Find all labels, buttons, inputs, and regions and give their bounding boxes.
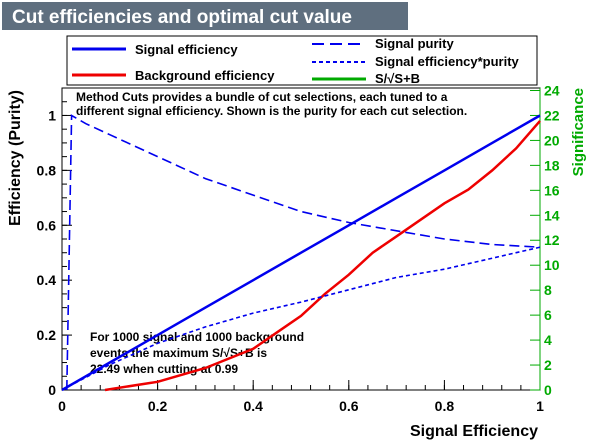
title-box: [2, 2, 408, 30]
chart-title: Cut efficiencies and optimal cut value: [12, 7, 352, 28]
y2-tick-label: 4: [544, 332, 552, 348]
y2-tick-label: 8: [544, 282, 552, 298]
x-tick-label: 0.4: [243, 398, 263, 414]
legend-label-signal-purity: Signal purity: [375, 36, 455, 51]
y2-tick-label: 12: [544, 232, 560, 248]
chart-marks: 0 0.2 0.4 0.6 0.8 100.20.40.60.81024681012141…: [37, 82, 560, 414]
x-tick-label: 0.2: [148, 398, 168, 414]
y2-tick-label: 10: [544, 257, 560, 273]
series-line-signal-efficiency: [61, 114, 541, 392]
y2-axis-label: Significance: [570, 88, 587, 176]
legend-box: [66, 35, 538, 86]
y2-tick-label: 0: [544, 382, 552, 398]
x-axis-label: Signal Efficiency: [410, 423, 538, 440]
x-tick-label: 0.6: [339, 398, 359, 414]
annotation-line-2: different signal efficiency. Shown is th…: [76, 104, 467, 118]
y2-tick-label: 14: [544, 207, 560, 223]
y2-tick-label: 18: [544, 157, 560, 173]
x-tick-label: 0.8: [435, 398, 455, 414]
plot-frame: [61, 87, 541, 391]
legend-label-signal-efficiency: Signal efficiency: [135, 42, 238, 57]
y-tick-label: 0.4: [37, 272, 57, 288]
y-tick-label: 1: [48, 107, 56, 123]
y2-tick-label: 16: [544, 182, 560, 198]
annotation-line-1: Method Cuts provides a bundle of cut sel…: [76, 90, 448, 104]
y2-tick-label: 22: [544, 107, 560, 123]
result-line-3: 22.49 when cutting at 0.99: [90, 362, 238, 376]
series-line-signal-efficiency-purity: [61, 246, 541, 391]
y-axis-label: Efficiency (Purity): [7, 90, 24, 226]
series-line-background-efficiency: [104, 120, 541, 392]
y2-tick-label: 2: [544, 357, 552, 373]
series-line-signal-purity: [66, 114, 541, 391]
y2-tick-label: 20: [544, 132, 560, 148]
y2-tick-label: 6: [544, 307, 552, 323]
y2-tick-label: 24: [544, 82, 560, 98]
x-tick-label: 1: [536, 398, 544, 414]
result-line-1: For 1000 signal and 1000 background: [90, 330, 304, 344]
y-tick-label: 0.8: [37, 162, 57, 178]
y-tick-label: 0.6: [37, 217, 57, 233]
y-tick-label: 0.2: [37, 327, 57, 343]
legend-label-background-efficiency: Background efficiency: [135, 68, 275, 83]
x-tick-label: 0: [58, 398, 66, 414]
y-tick-label: 0: [48, 382, 56, 398]
legend-label-significance: S/√S+B: [375, 71, 420, 86]
legend-label-signal-efficiency-purity: Signal efficiency*purity: [375, 54, 520, 69]
